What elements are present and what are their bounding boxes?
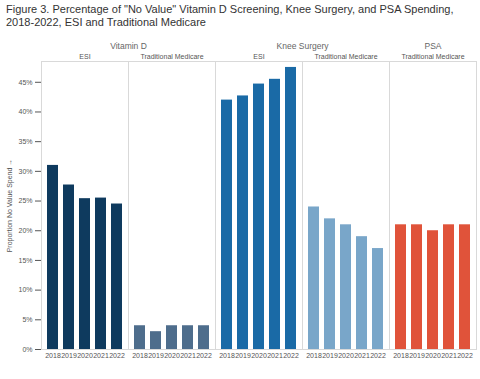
svg-text:ESI: ESI	[253, 53, 264, 60]
svg-text:Traditional Medicare: Traditional Medicare	[140, 53, 203, 60]
svg-text:2022: 2022	[196, 352, 212, 359]
svg-text:2019: 2019	[235, 352, 251, 359]
svg-text:2021: 2021	[267, 352, 283, 359]
svg-text:10%: 10%	[18, 286, 32, 293]
svg-text:ESI: ESI	[79, 53, 90, 60]
svg-text:Knee Surgery: Knee Surgery	[277, 41, 330, 51]
svg-text:0%: 0%	[22, 346, 32, 353]
svg-text:Proportion No Value Spend →: Proportion No Value Spend →	[6, 159, 14, 253]
svg-text:25%: 25%	[18, 197, 32, 204]
svg-text:2022: 2022	[283, 352, 299, 359]
svg-text:2019: 2019	[148, 352, 164, 359]
svg-text:2019: 2019	[322, 352, 338, 359]
svg-text:Traditional Medicare: Traditional Medicare	[401, 53, 464, 60]
svg-text:2022: 2022	[370, 352, 386, 359]
svg-text:2020: 2020	[77, 352, 93, 359]
svg-text:2020: 2020	[251, 352, 267, 359]
svg-text:35%: 35%	[18, 138, 32, 145]
svg-text:2018: 2018	[132, 352, 148, 359]
svg-text:2018: 2018	[45, 352, 61, 359]
svg-text:40%: 40%	[18, 108, 32, 115]
svg-text:45%: 45%	[18, 79, 32, 86]
svg-text:2021: 2021	[354, 352, 370, 359]
svg-text:2021: 2021	[180, 352, 196, 359]
svg-text:2020: 2020	[164, 352, 180, 359]
svg-text:30%: 30%	[18, 168, 32, 175]
svg-text:2022: 2022	[457, 352, 473, 359]
svg-text:2020: 2020	[425, 352, 441, 359]
svg-text:2018: 2018	[393, 352, 409, 359]
svg-text:Vitamin D: Vitamin D	[110, 41, 147, 51]
svg-text:2021: 2021	[441, 352, 457, 359]
svg-text:15%: 15%	[18, 257, 32, 264]
svg-text:PSA: PSA	[424, 41, 441, 51]
svg-text:2019: 2019	[61, 352, 77, 359]
html-text:Figure 3. Percentage of "No Va: Figure 3. Percentage of "No Value" Vitam…	[6, 3, 454, 28]
svg-text:2022: 2022	[109, 352, 125, 359]
svg-text:2018: 2018	[306, 352, 322, 359]
svg-text:Traditional Medicare: Traditional Medicare	[314, 53, 377, 60]
svg-text:20%: 20%	[18, 227, 32, 234]
svg-text:2019: 2019	[409, 352, 425, 359]
svg-text:2018: 2018	[219, 352, 235, 359]
svg-text:2020: 2020	[338, 352, 354, 359]
svg-text:5%: 5%	[22, 316, 32, 323]
svg-text:2021: 2021	[93, 352, 109, 359]
